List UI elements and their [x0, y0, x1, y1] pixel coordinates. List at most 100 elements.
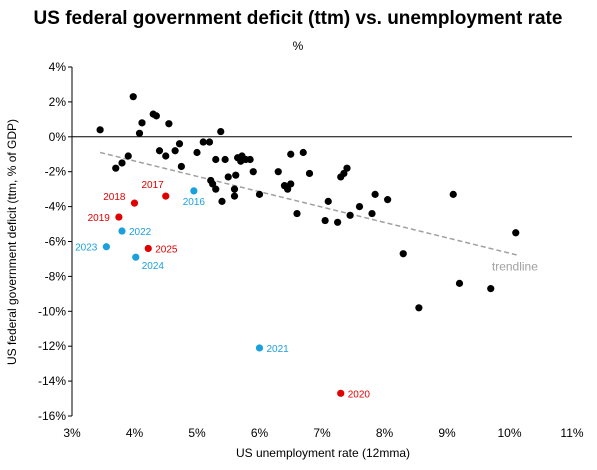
data-point [255, 190, 264, 198]
point-label: 2024 [142, 261, 165, 272]
data-point [340, 169, 348, 178]
point-label: 2021 [267, 344, 290, 355]
data-point [274, 168, 282, 176]
x-tick-label: 8% [376, 426, 394, 440]
x-tick-label: 10% [497, 426, 521, 440]
data-point [287, 150, 295, 158]
data-point [487, 285, 495, 293]
data-points [96, 93, 520, 397]
data-point [346, 211, 354, 219]
data-point [112, 164, 120, 172]
point-labels: 2018 2017 2019 2025 2020 2016 2022 2023 2024 2021 [75, 180, 370, 400]
data-point [118, 227, 126, 235]
y-tick-label: -4% [45, 200, 67, 214]
data-point [162, 192, 170, 200]
x-axis-ticks: 3% 4% 5% 6% 7% 8% 9% 10% 11% [63, 426, 584, 440]
data-point [190, 187, 198, 195]
data-point [165, 120, 173, 128]
x-tick-label: 3% [63, 426, 81, 440]
chart-subtitle: % [293, 39, 304, 53]
point-label: 2022 [129, 227, 152, 238]
x-tick-label: 5% [188, 426, 206, 440]
y-tick-label: -12% [38, 339, 66, 353]
data-point [337, 389, 345, 397]
point-label: 2018 [103, 192, 126, 203]
point-label: 2016 [183, 197, 206, 208]
data-point [218, 197, 226, 205]
data-point [255, 344, 264, 352]
data-point [162, 152, 170, 160]
trendline [99, 151, 520, 257]
data-point [449, 190, 457, 198]
data-point [96, 126, 104, 134]
data-point [246, 155, 254, 164]
data-point [224, 173, 232, 181]
x-tick-label: 4% [126, 426, 144, 440]
data-point [217, 127, 225, 136]
data-point [152, 112, 160, 120]
data-point [144, 244, 152, 253]
data-point [118, 159, 126, 167]
data-point [193, 148, 201, 157]
data-point [284, 185, 292, 193]
data-point [399, 250, 407, 258]
y-tick-label: -8% [45, 269, 67, 283]
x-tick-label: 9% [438, 426, 456, 440]
data-point [321, 216, 329, 225]
data-point [132, 253, 140, 261]
data-point [512, 229, 520, 237]
y-axis-title: US federal government deficit (ttm, % of… [5, 119, 19, 365]
data-point [249, 168, 257, 176]
data-point [455, 279, 464, 287]
data-point [343, 164, 351, 172]
y-tick-label: -10% [38, 304, 66, 318]
data-point [155, 147, 164, 155]
data-point [368, 209, 376, 218]
y-axis-ticks: -16% -14% -12% -10% -8% -6% -4% -2% 0% 2% 4% [38, 60, 72, 423]
x-tick-label: 7% [313, 426, 331, 440]
data-point [305, 169, 314, 178]
data-point [129, 93, 137, 101]
x-tick-label: 6% [251, 426, 269, 440]
data-point [199, 138, 207, 146]
y-tick-label: 4% [49, 60, 67, 74]
data-point [124, 152, 132, 160]
point-label: 2017 [142, 180, 165, 191]
point-label: 2023 [75, 243, 98, 254]
x-tick-label: 11% [560, 426, 583, 440]
data-point [371, 190, 379, 198]
data-point [138, 119, 146, 127]
data-point [324, 197, 332, 205]
data-point [212, 155, 220, 164]
y-tick-label: -14% [38, 374, 66, 388]
data-point [130, 199, 139, 207]
y-tick-label: 0% [49, 130, 67, 144]
data-point [230, 185, 239, 193]
data-point [205, 138, 214, 146]
chart-title: US federal government deficit (ttm) vs. … [34, 8, 563, 29]
data-point [355, 203, 364, 211]
data-point [415, 304, 423, 312]
data-point [209, 180, 217, 188]
y-tick-label: 2% [49, 95, 67, 109]
data-point [135, 129, 144, 137]
y-tick-label: -6% [45, 235, 67, 249]
y-tick-label: -2% [45, 165, 67, 179]
point-label: 2025 [155, 244, 178, 255]
data-point [212, 185, 220, 193]
data-point [171, 147, 179, 155]
data-point [221, 155, 229, 164]
point-label: 2019 [88, 213, 111, 224]
data-point [287, 180, 295, 188]
data-point [293, 209, 301, 218]
data-point [384, 196, 392, 204]
data-point [102, 243, 110, 251]
data-point [177, 162, 185, 171]
point-label: 2020 [348, 389, 371, 400]
trendline-label: trendline [492, 259, 538, 273]
data-point [299, 148, 307, 157]
data-point [115, 213, 123, 221]
data-point [334, 218, 342, 226]
data-point [232, 171, 240, 179]
